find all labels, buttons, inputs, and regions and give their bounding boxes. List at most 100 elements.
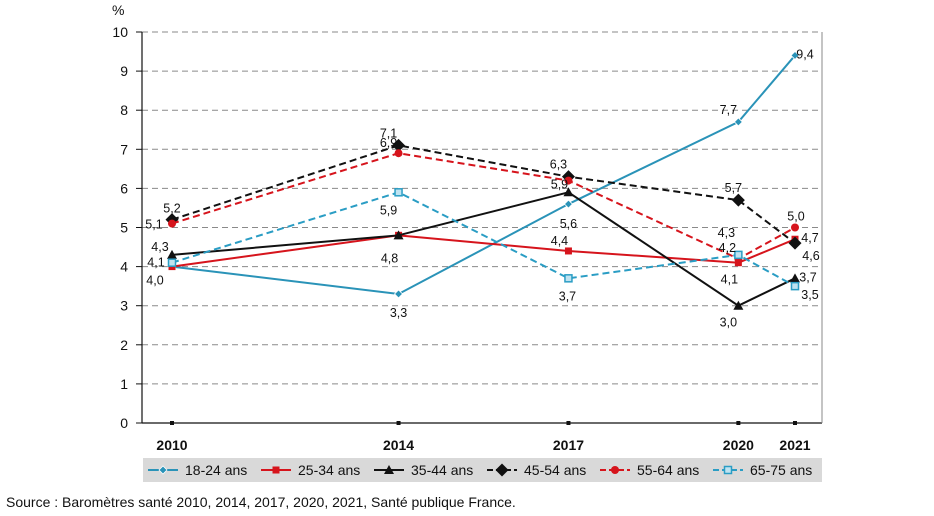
legend-item: 35-44 ans (374, 462, 473, 478)
data-point (564, 247, 572, 255)
legend-marker (384, 465, 394, 474)
series-line (171, 144, 796, 244)
data-label: 5,9 (551, 177, 568, 191)
y-tick-label: 8 (120, 102, 128, 118)
legend-item: 25-34 ans (261, 462, 360, 478)
data-label: 6,9 (380, 136, 397, 150)
data-point (394, 188, 403, 197)
legend-label: 18-24 ans (185, 462, 247, 478)
data-label: 3,7 (799, 270, 816, 284)
legend-background (143, 458, 822, 482)
data-point (733, 117, 743, 127)
data-point (791, 223, 799, 232)
data-point (167, 249, 177, 259)
data-point (393, 289, 404, 299)
data-label: 4,6 (802, 249, 819, 263)
legend-label: 45-54 ans (524, 462, 586, 478)
series-line (171, 191, 796, 288)
legend-label: 35-44 ans (411, 462, 473, 478)
data-label: 4,7 (801, 231, 818, 245)
data-labels: 3,3 5,6 7,7 9,4 4,0 4,8 4,4 4,1 4,7 4,3 5,9 3,0 3,7 5… (145, 47, 819, 329)
data-label: 7,7 (720, 103, 737, 117)
x-tick-label: 2010 (156, 437, 187, 453)
data-point (394, 149, 403, 158)
legend-item: 45-54 ans (487, 462, 586, 478)
legend-marker (158, 465, 168, 475)
series-layer (165, 50, 802, 310)
series-35-44-ans (167, 187, 800, 310)
data-point (788, 236, 802, 250)
data-label: 6,3 (550, 158, 567, 172)
data-label: 5,6 (560, 217, 577, 231)
data-point (734, 250, 743, 260)
series-25-34-ans (168, 231, 799, 271)
y-tick-label: 0 (120, 415, 128, 431)
data-label: 4,2 (719, 241, 736, 255)
data-point (790, 50, 800, 61)
data-point (167, 258, 177, 267)
data-label: 3,5 (801, 288, 818, 302)
data-label: 4,1 (147, 256, 164, 270)
x-tick-mark (736, 421, 741, 425)
data-label: 4,0 (146, 274, 163, 288)
data-label: 3,0 (720, 316, 737, 330)
legend-label: 55-64 ans (637, 462, 699, 478)
y-tick-label: 2 (120, 337, 128, 353)
data-label: 3,7 (559, 289, 576, 303)
x-tick-label: 2021 (779, 437, 810, 453)
data-point (733, 300, 744, 310)
legend-item: 65-75 ans (713, 462, 812, 478)
y-tick-label: 4 (120, 259, 128, 275)
legend-label: 65-75 ans (750, 462, 812, 478)
data-label: 5,1 (145, 218, 162, 232)
legend-marker (495, 463, 509, 477)
x-tick-label: 2014 (383, 437, 414, 453)
data-label: 4,3 (718, 226, 735, 240)
legend-item: 18-24 ans (148, 462, 247, 478)
data-label: 5,7 (725, 181, 742, 195)
legend-marker (723, 465, 733, 475)
x-tick-label: 2017 (553, 437, 584, 453)
y-tick-label: 9 (120, 63, 128, 79)
data-label: 4,8 (381, 251, 398, 265)
data-label: 9,4 (796, 47, 813, 61)
data-point (563, 187, 574, 197)
legend-marker (272, 466, 280, 474)
data-label: 5,2 (163, 202, 180, 216)
data-label: 5,0 (787, 210, 804, 224)
legend-marker (611, 466, 619, 474)
data-point (168, 219, 176, 228)
series-line (171, 234, 796, 268)
legend-item: 55-64 ans (600, 462, 699, 478)
y-tick-label: 1 (120, 376, 128, 392)
data-point (790, 281, 800, 291)
y-tick-label: 7 (120, 141, 128, 157)
data-label: 3,3 (390, 306, 407, 320)
grid-lines (142, 31, 822, 385)
series-55-64-ans (168, 149, 799, 263)
x-tick-mark (793, 421, 797, 425)
y-tick-label: 6 (120, 180, 128, 196)
legend: 18-24 ans 25-34 ans 35-44 ans 45-54 ans 55-6… (143, 458, 822, 482)
x-tick-mark (170, 421, 174, 425)
data-point (392, 138, 406, 152)
data-point (731, 193, 745, 207)
x-tick-mark (566, 421, 571, 425)
y-tick-label: 3 (120, 298, 128, 314)
legend-label: 25-34 ans (298, 462, 360, 478)
x-tick-label: 2020 (723, 437, 754, 453)
y-axis-unit: % (112, 2, 124, 18)
data-point (564, 274, 573, 283)
data-label: 7,1 (380, 126, 397, 140)
data-label: 4,3 (151, 240, 168, 254)
data-label: 4,4 (551, 234, 568, 248)
data-point (393, 230, 404, 240)
series-45-54-ans (165, 138, 802, 250)
data-point (564, 176, 573, 185)
data-point (563, 199, 574, 209)
y-tick-label: 5 (120, 220, 128, 236)
series-65-75-ans (167, 188, 800, 291)
series-line (171, 54, 796, 296)
axes: 0 1 2 3 4 5 6 7 8 9 10 2010 2014 2017 2020 2021 (112, 24, 823, 453)
